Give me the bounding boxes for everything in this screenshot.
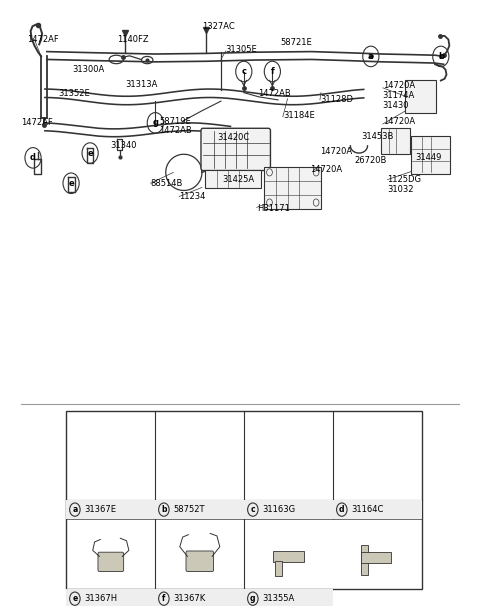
Text: 1472AB: 1472AB xyxy=(159,126,192,134)
Text: 31367E: 31367E xyxy=(84,505,117,514)
Text: 31352E: 31352E xyxy=(58,89,90,98)
FancyBboxPatch shape xyxy=(244,500,333,519)
FancyBboxPatch shape xyxy=(264,167,322,209)
Text: f: f xyxy=(162,594,166,603)
FancyBboxPatch shape xyxy=(205,170,261,188)
Text: g: g xyxy=(250,594,255,603)
Text: 31420C: 31420C xyxy=(217,133,250,142)
Text: 31449: 31449 xyxy=(415,153,442,162)
FancyBboxPatch shape xyxy=(98,552,124,572)
Text: b: b xyxy=(161,505,167,514)
Text: 31367H: 31367H xyxy=(84,594,118,603)
FancyBboxPatch shape xyxy=(244,589,333,608)
FancyBboxPatch shape xyxy=(275,561,282,576)
Text: 88514B: 88514B xyxy=(151,179,183,188)
FancyBboxPatch shape xyxy=(156,589,244,608)
Text: 31300A: 31300A xyxy=(72,65,105,74)
Text: 58719E: 58719E xyxy=(159,117,191,125)
Text: 58752T: 58752T xyxy=(173,505,205,514)
FancyBboxPatch shape xyxy=(66,500,156,519)
FancyBboxPatch shape xyxy=(273,551,304,562)
Text: 31163G: 31163G xyxy=(263,505,296,514)
Text: a: a xyxy=(368,52,373,61)
FancyBboxPatch shape xyxy=(361,552,391,563)
Text: e: e xyxy=(72,594,77,603)
Text: H31171: H31171 xyxy=(257,204,289,213)
Text: 31340: 31340 xyxy=(110,141,137,150)
Text: 31313A: 31313A xyxy=(125,80,157,89)
Text: 31430: 31430 xyxy=(383,102,409,111)
Text: 31128D: 31128D xyxy=(320,95,353,105)
FancyBboxPatch shape xyxy=(201,128,270,171)
Text: 1327AC: 1327AC xyxy=(202,22,235,31)
Text: e: e xyxy=(87,148,93,157)
Text: 31367K: 31367K xyxy=(173,594,205,603)
Text: 1472AF: 1472AF xyxy=(21,119,53,127)
Text: 14720A: 14720A xyxy=(311,165,343,174)
Text: 1140FZ: 1140FZ xyxy=(117,35,149,44)
Text: e: e xyxy=(68,179,74,188)
Text: 31355A: 31355A xyxy=(263,594,295,603)
Text: 58721E: 58721E xyxy=(280,38,312,47)
Text: 31174A: 31174A xyxy=(383,91,415,100)
Text: 14720A: 14720A xyxy=(383,117,415,126)
Text: 14720A: 14720A xyxy=(383,81,415,90)
Text: 31453B: 31453B xyxy=(361,132,394,140)
Text: 31184E: 31184E xyxy=(283,111,314,120)
Text: 1125DG: 1125DG xyxy=(387,175,421,184)
Text: c: c xyxy=(241,67,246,76)
Text: c: c xyxy=(251,505,255,514)
Text: 11234: 11234 xyxy=(179,192,205,201)
FancyBboxPatch shape xyxy=(156,500,244,519)
FancyBboxPatch shape xyxy=(361,545,368,575)
Text: 1472AF: 1472AF xyxy=(27,35,59,44)
FancyBboxPatch shape xyxy=(333,500,422,519)
Text: 26720B: 26720B xyxy=(354,156,386,165)
FancyBboxPatch shape xyxy=(381,128,410,154)
Text: d: d xyxy=(30,153,36,162)
Text: 31305E: 31305E xyxy=(226,44,257,54)
Text: f: f xyxy=(271,67,274,76)
Text: b: b xyxy=(438,52,444,61)
Text: g: g xyxy=(152,119,158,127)
Text: 31032: 31032 xyxy=(387,185,414,194)
Text: 1472AB: 1472AB xyxy=(258,89,291,98)
Text: 14720A: 14720A xyxy=(320,147,352,156)
FancyBboxPatch shape xyxy=(411,136,450,173)
FancyBboxPatch shape xyxy=(66,411,422,589)
Text: d: d xyxy=(339,505,345,514)
FancyBboxPatch shape xyxy=(186,551,214,572)
FancyBboxPatch shape xyxy=(66,589,156,608)
FancyBboxPatch shape xyxy=(405,80,435,112)
Text: 31425A: 31425A xyxy=(222,175,254,184)
Text: a: a xyxy=(72,505,77,514)
Text: 31164C: 31164C xyxy=(351,505,384,514)
